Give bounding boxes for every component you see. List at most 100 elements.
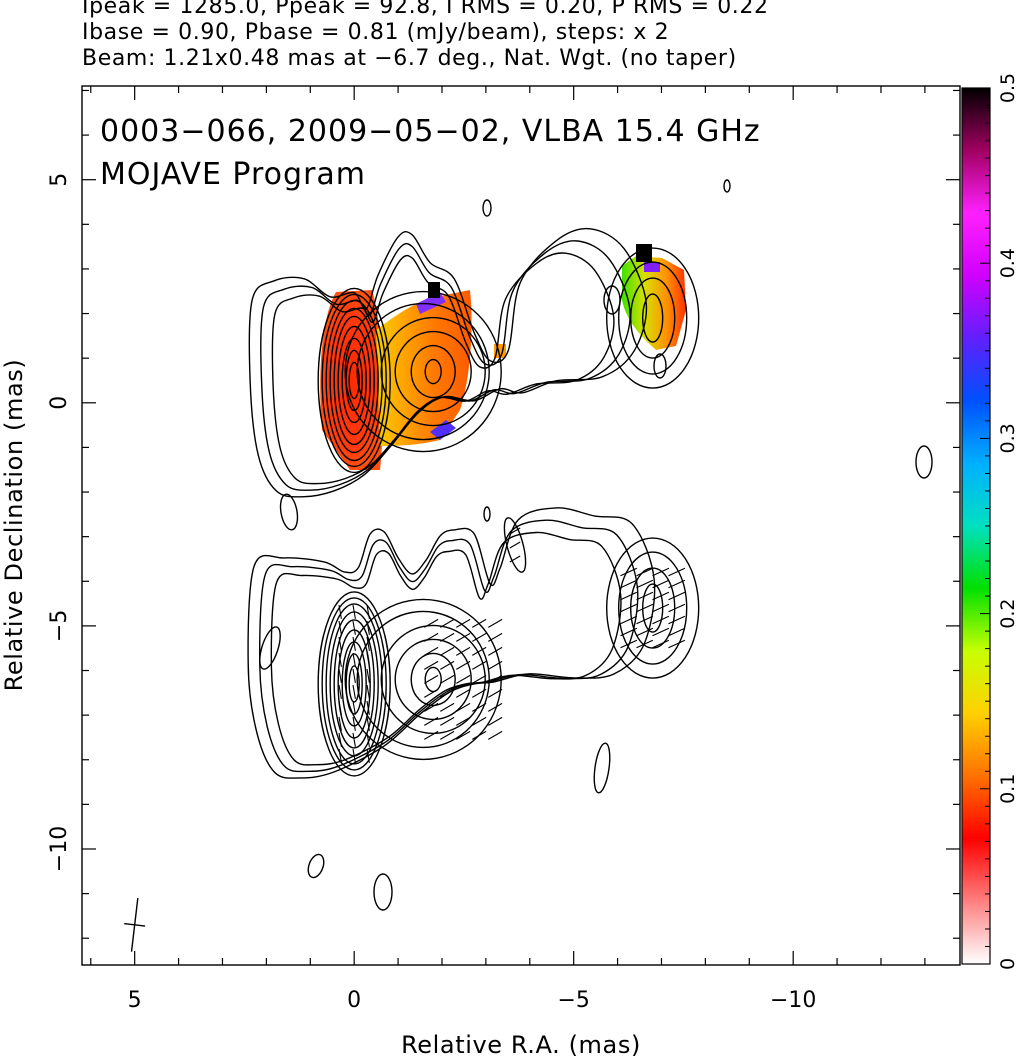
evpa-vector [424, 716, 439, 726]
evpa-vector [472, 618, 487, 628]
polarized-intensity-core-contour [333, 619, 375, 749]
evpa-vector [424, 660, 439, 670]
evpa-vector [424, 674, 439, 684]
total-intensity-outer-jet-contour [618, 261, 688, 375]
beam-symbol [124, 897, 146, 952]
evpa-vector [352, 620, 356, 635]
evpa-vector [352, 636, 356, 651]
evpa-vector [620, 615, 638, 625]
evpa-vector [352, 604, 356, 619]
evpa-vector [338, 700, 342, 715]
polarized-intensity-outer-jet-contour [618, 551, 688, 665]
evpa-vector [636, 591, 654, 601]
evpa-vector [366, 700, 370, 715]
evpa-vector [668, 591, 686, 601]
evpa-vector [338, 732, 342, 747]
total-intensity-inner-jet-contour [344, 290, 502, 453]
evpa-vector [440, 688, 455, 698]
evpa-vector [488, 618, 503, 628]
evpa-vector [472, 674, 487, 684]
evpa-vector [456, 674, 471, 684]
evpa-vector [440, 730, 455, 740]
total-intensity-inner-jet-contour [424, 358, 442, 385]
evpa-vector [472, 730, 487, 740]
polarized-intensity-inner-jet-contour [344, 598, 502, 761]
inner-jet-lower-edge [430, 420, 456, 440]
total-intensity-outer-jet-contour [606, 247, 700, 389]
evpa-vector [620, 591, 638, 601]
colorbar: 0 0.1 0.2 0.3 0.4 0.5 [961, 73, 1019, 970]
total-intensity-outline-contour [248, 227, 648, 498]
evpa-vector [652, 603, 670, 613]
x-axis-label: Relative R.A. (mas) [401, 1031, 641, 1059]
colorbar-tick-label: 0.2 [997, 598, 1019, 628]
polarized-intensity-outline-contour [247, 507, 656, 779]
evpa-vector [636, 567, 654, 577]
evpa-vector [652, 579, 670, 589]
evpa-vector [472, 716, 487, 726]
evpa-vector [472, 646, 487, 656]
evpa-vector [456, 716, 471, 726]
noise-island [307, 853, 325, 879]
evpa-vector [352, 652, 356, 667]
evpa-vector [440, 674, 455, 684]
total-intensity-core-contour [333, 315, 375, 446]
total-intensity-outer-jet-contour [642, 293, 664, 343]
polarized-intensity-inner-jet-contour [410, 652, 456, 707]
x-tick-label: −10 [770, 988, 816, 1013]
x-tick-label: 0 [347, 988, 361, 1013]
axis-ticks [82, 86, 960, 965]
total-intensity-inner-jet-contour [380, 316, 486, 427]
evpa-vector [338, 748, 342, 763]
colorbar-tick-label: 0 [997, 958, 1019, 970]
evpa-vector [668, 579, 686, 589]
outer-jet-polarization-patch [622, 256, 686, 350]
evpa-vector [652, 639, 670, 649]
evpa-vector [620, 639, 638, 649]
polarized-intensity-outer-jet-contour [606, 537, 700, 679]
evpa-vector [338, 604, 342, 619]
evpa-vector [488, 646, 503, 656]
evpa-vector [440, 702, 455, 712]
evpa-vector [488, 674, 503, 684]
noise-island [593, 742, 611, 794]
inner-jet-polarization-patch [376, 290, 472, 446]
polarized-intensity-inner-jet-contour [356, 610, 490, 749]
evpa-vector [352, 700, 356, 715]
beam-minor-axis [124, 922, 146, 927]
total-intensity-core-contour [348, 361, 360, 400]
evpa-vector [440, 632, 455, 642]
evpa-vector [366, 684, 370, 699]
noise-island [483, 506, 491, 522]
noise-island [503, 517, 527, 573]
polarized-intensity-core-contour [317, 591, 391, 777]
evpa-vector [338, 684, 342, 699]
polarized-intensity-outline-contour [259, 519, 639, 773]
evpa-vector [456, 702, 471, 712]
evpa-vector [488, 730, 503, 740]
evpa-vector [488, 688, 503, 698]
evpa-vector [620, 603, 638, 613]
y-tick-label: −10 [47, 826, 72, 872]
evpa-vector [652, 615, 670, 625]
total-intensity-core-contour [321, 293, 387, 468]
noise-island [603, 285, 621, 315]
evpa-vector [636, 603, 654, 613]
evpa-vector [668, 603, 686, 613]
polarized-intensity-outer-jet-contour [642, 583, 664, 633]
noise-island-contours [259, 179, 933, 911]
evpa-vector [338, 716, 342, 731]
evpa-vector [620, 579, 638, 589]
header-line-2: Ibase = 0.90, Pbase = 0.81 (mJy/beam), s… [82, 20, 670, 45]
total-intensity-outline-contour [260, 240, 631, 491]
y-axis-label: Relative Declination (mas) [0, 359, 28, 692]
evpa-vector [456, 618, 471, 628]
evpa-vector [456, 646, 471, 656]
evpa-vector [366, 636, 370, 651]
evpa-vector [338, 652, 342, 667]
colorbar-tick-label: 0.5 [997, 73, 1019, 103]
noise-island [373, 873, 393, 911]
evpa-vector [488, 716, 503, 726]
polarized-intensity-inner-jet-contour [394, 638, 472, 721]
y-tick-label: −5 [47, 610, 72, 642]
